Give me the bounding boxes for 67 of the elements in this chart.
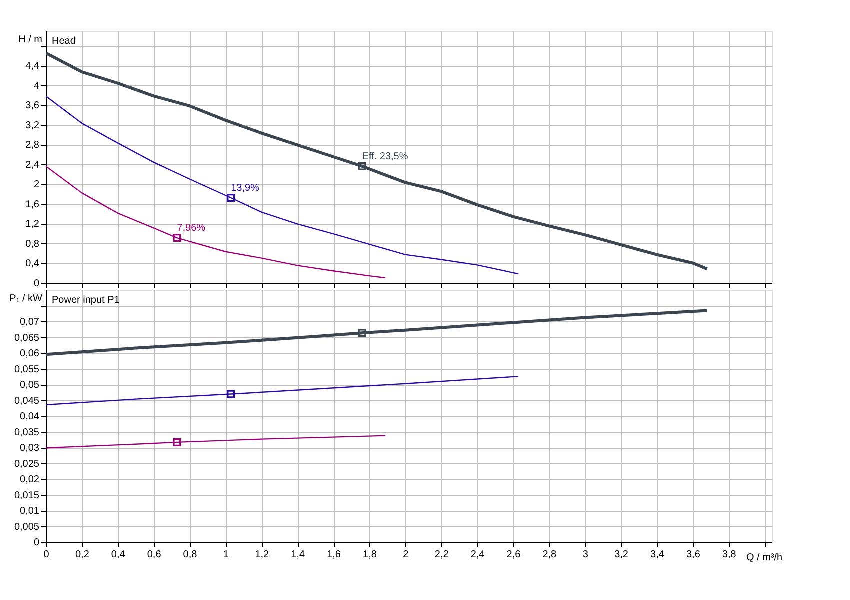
x-tick-label: 0,2: [75, 550, 90, 560]
y-tick-label: 3,6: [26, 100, 40, 112]
point: [358, 329, 366, 338]
x-tick-label: 0: [44, 550, 50, 560]
x-tick-label: 1,4: [291, 550, 306, 560]
y-tick-label: 0,055: [14, 364, 40, 376]
x-tick-label: 1,6: [327, 550, 342, 560]
y-axis-title: H / m: [18, 34, 42, 46]
x-tick-label: 1: [223, 550, 230, 560]
x-tick-label: 1,8: [363, 550, 378, 560]
x-tick-label: 2,4: [470, 550, 486, 560]
y-tick-label: 2: [34, 180, 40, 191]
line-series: [46, 309, 709, 356]
y-tick-label: 0: [34, 538, 40, 548]
x-tick-label: 0,8: [183, 550, 198, 560]
annotation: Eff. 23,5%: [362, 151, 408, 162]
x-axis-title: Q / m³/h: [746, 552, 783, 564]
x-tick-label: 0,4: [111, 550, 126, 560]
line-series: [46, 52, 709, 271]
y-tick-label: 0,015: [14, 490, 40, 502]
y-tick-label: 3,2: [26, 120, 40, 132]
x-tick-label: 3,8: [722, 550, 737, 560]
x-tick-label: 3: [582, 550, 589, 560]
y-tick-label: 0,8: [26, 238, 40, 250]
y-tick-label: 4,4: [26, 61, 40, 72]
y-tick-label: 0,07: [20, 317, 40, 328]
y-tick-label: 0,06: [20, 348, 40, 360]
y-tick-label: 4: [34, 80, 40, 92]
y-tick-label: 2,4: [26, 160, 40, 171]
line-series: [46, 435, 386, 449]
line-series: [46, 96, 520, 275]
x-tick-label: 0,6: [147, 550, 162, 560]
annotation: 13,9%: [231, 183, 260, 194]
y-tick-label: 0,005: [14, 522, 40, 533]
y-tick-label: 0,05: [20, 380, 40, 391]
y-tick-label: 0,025: [14, 458, 40, 470]
x-tick-label: 2,6: [506, 550, 522, 560]
y-tick-label: 0,03: [20, 443, 40, 454]
line-series: [46, 376, 520, 406]
x-tick-label: 3,4: [650, 550, 665, 560]
point: [227, 390, 236, 398]
y-tick-label: 0,02: [20, 474, 40, 486]
x-tick-label: 2,2: [434, 550, 450, 560]
y-tick-label: 0,04: [20, 412, 40, 422]
annotation: Power input P1: [52, 295, 120, 306]
y-tick-label: 2,8: [26, 140, 40, 152]
y-tick-label: 0,035: [14, 427, 40, 438]
y-tick-label: 0,065: [14, 332, 40, 344]
point: [173, 438, 182, 446]
y-tick-label: 0,4: [26, 258, 40, 270]
x-tick-label: 3,2: [614, 550, 629, 560]
line-series: [46, 166, 386, 279]
x-tick-label: 3,6: [686, 550, 701, 560]
y-tick-label: 1,2: [26, 219, 40, 230]
point: [358, 162, 366, 170]
y-tick-label: 0,045: [14, 396, 40, 407]
x-tick-label: 2: [403, 550, 410, 560]
point: [173, 234, 182, 242]
y-axis-title: P₁ / kW: [10, 294, 44, 304]
annotation: 7,96%: [177, 223, 206, 234]
y-tick-label: 0: [34, 278, 40, 290]
annotation: Head: [52, 36, 76, 47]
y-tick-label: 1,6: [26, 199, 40, 210]
x-tick-label: 2,8: [542, 550, 558, 560]
x-tick-label: 1,2: [255, 550, 270, 560]
y-tick-label: 0,01: [20, 506, 40, 517]
point: [227, 194, 236, 202]
